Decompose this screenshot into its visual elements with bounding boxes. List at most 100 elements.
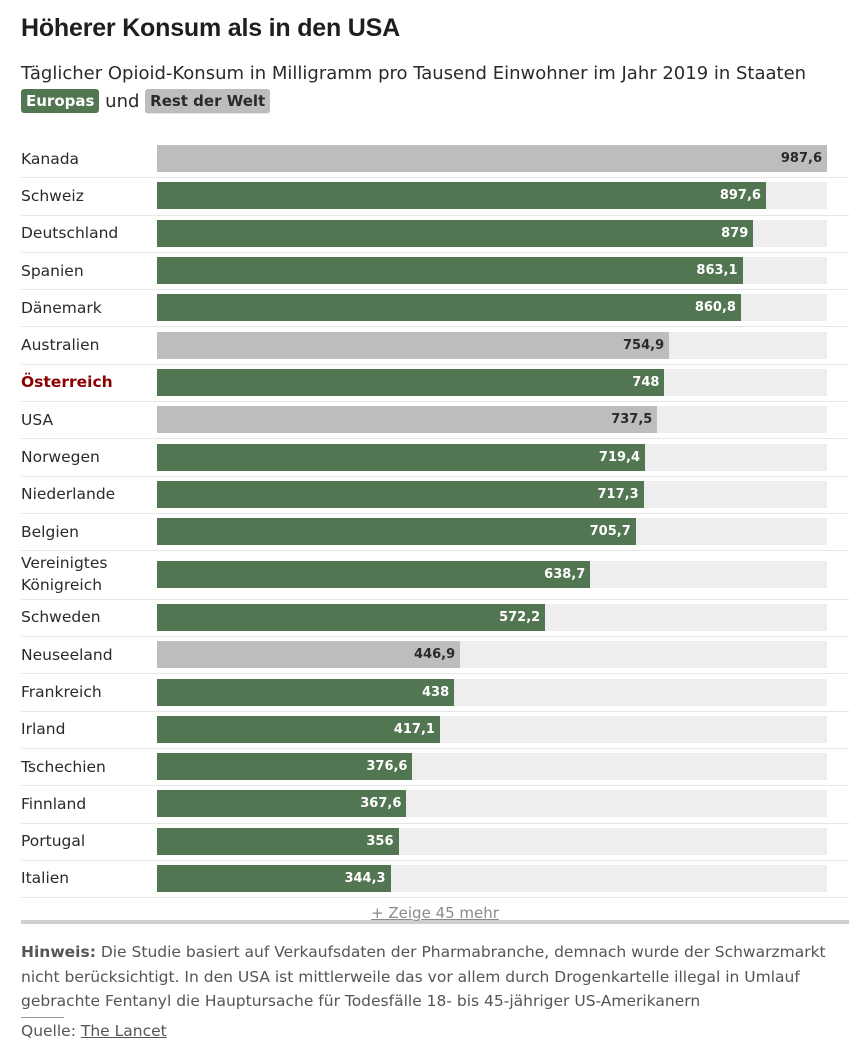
bar-value-label: 356 (366, 833, 394, 849)
bar-row: Schweden 572,2 (21, 600, 849, 638)
bar-row: Finnland 367,6 (21, 786, 849, 824)
bar-value-label: 344,3 (344, 870, 386, 886)
bar-label: Norwegen (21, 448, 100, 467)
show-more-link[interactable]: + Zeige 45 mehr (371, 904, 499, 922)
bar-row: Irland 417,1 (21, 712, 849, 749)
source-divider (21, 1017, 64, 1018)
bar-label: Finnland (21, 794, 87, 813)
bar-track: 438 (157, 678, 827, 706)
bar-value-label: 719,4 (598, 449, 641, 465)
bar-label: USA (21, 410, 54, 429)
bar-label: Italien (21, 869, 70, 888)
bar-row: Spanien 863,1 (21, 253, 849, 291)
bar-row: Vereinigtes Königreich 638,7 (21, 551, 849, 600)
legend-europe-tag: Europas (21, 89, 100, 113)
bar-track: 987,6 (157, 145, 827, 173)
bar: 438 (157, 678, 455, 706)
chart-subtitle: Täglicher Opioid-Konsum in Milligramm pr… (21, 60, 851, 116)
bar-track: 356 (157, 827, 827, 855)
bar-track: 754,9 (157, 331, 827, 359)
bar-label: Schweden (21, 608, 101, 627)
chart-title: Höherer Konsum als in den USA (21, 14, 400, 42)
bar: 860,8 (157, 294, 741, 322)
bar: 748 (157, 368, 665, 396)
bar: 897,6 (157, 182, 766, 210)
bar-value-label: 860,8 (694, 300, 736, 316)
bar-row: Neuseeland 446,9 (21, 637, 849, 675)
bar-row: Portugal 356 (21, 824, 849, 861)
bar-label: Tschechien (21, 757, 106, 776)
bar: 879 (157, 219, 754, 247)
bar-value-label: 572,2 (499, 609, 541, 625)
bar-value-label: 376,6 (366, 759, 408, 775)
bar-value-label: 754,9 (623, 337, 665, 353)
bar-label: Kanada (21, 149, 80, 168)
bar-track: 638,7 (157, 561, 827, 589)
bar-row: Österreich 748 (21, 365, 849, 403)
bar-label: Belgien (21, 522, 79, 541)
legend-connector: und (105, 91, 140, 112)
bar-row: Norwegen 719,4 (21, 439, 849, 477)
bar-row: Tschechien 376,6 (21, 749, 849, 787)
bar-track: 737,5 (157, 406, 827, 434)
bar-value-label: 897,6 (719, 188, 761, 204)
bar-track: 705,7 (157, 518, 827, 546)
bar-value-label: 367,6 (360, 796, 402, 812)
bar-label: Neuseeland (21, 645, 113, 664)
bar: 719,4 (157, 443, 646, 471)
bar: 638,7 (157, 561, 591, 589)
bar-value-label: 417,1 (393, 721, 435, 737)
bar-label: Vereinigtes Königreich (21, 554, 108, 595)
bar-chart-rows: Kanada 987,6 Schweiz 897,6 Deutschland 879 Spa… (21, 141, 849, 899)
bar-row: Italien 344,3 (21, 861, 849, 899)
legend-rest-tag: Rest der Welt (145, 89, 271, 114)
bar: 717,3 (157, 480, 644, 508)
bar-row: Dänemark 860,8 (21, 290, 849, 328)
bar-value-label: 446,9 (414, 647, 456, 663)
bar-track: 863,1 (157, 257, 827, 285)
source-line: Quelle: The Lancet (21, 1022, 167, 1040)
bar-row: USA 737,5 (21, 402, 849, 440)
bar: 356 (157, 827, 399, 855)
bar-track: 572,2 (157, 603, 827, 631)
bar-row: Frankreich 438 (21, 674, 849, 712)
source-link[interactable]: The Lancet (80, 1022, 167, 1040)
bar-value-label: 717,3 (597, 486, 639, 502)
bar-row: Niederlande 717,3 (21, 477, 849, 514)
note-body: Die Studie basiert auf Verkaufsdaten der… (21, 943, 826, 1010)
bar-track: 446,9 (157, 641, 827, 669)
bar: 987,6 (157, 145, 827, 173)
bar: 376,6 (157, 753, 413, 781)
note-label: Hinweis: (21, 943, 96, 961)
bar-label: Portugal (21, 832, 86, 851)
bar-track: 748 (157, 368, 827, 396)
bar: 367,6 (157, 790, 407, 818)
bar: 344,3 (157, 864, 391, 892)
bar-track: 860,8 (157, 294, 827, 322)
bar-label: Österreich (21, 373, 113, 392)
bar-row: Australien 754,9 (21, 327, 849, 365)
bar: 737,5 (157, 406, 658, 434)
bar-track: 717,3 (157, 480, 827, 508)
bar-value-label: 879 (721, 225, 749, 241)
bar-value-label: 705,7 (589, 524, 631, 540)
bar-value-label: 438 (422, 684, 450, 700)
bar-track: 417,1 (157, 715, 827, 743)
bar-value-label: 748 (632, 374, 660, 390)
show-more-divider (21, 920, 849, 924)
bar-track: 344,3 (157, 864, 827, 892)
bar: 446,9 (157, 641, 461, 669)
bar-row: Deutschland 879 (21, 216, 849, 253)
bar-track: 367,6 (157, 790, 827, 818)
bar-value-label: 638,7 (544, 567, 586, 583)
bar: 572,2 (157, 603, 546, 631)
bar-row: Kanada 987,6 (21, 141, 849, 179)
bar-track: 376,6 (157, 753, 827, 781)
bar-label: Dänemark (21, 298, 102, 317)
note-text: Hinweis: Die Studie basiert auf Verkaufs… (21, 940, 841, 1014)
bar-label: Australien (21, 336, 100, 355)
bar-label: Deutschland (21, 224, 119, 243)
bar-track: 879 (157, 219, 827, 247)
bar-track: 897,6 (157, 182, 827, 210)
